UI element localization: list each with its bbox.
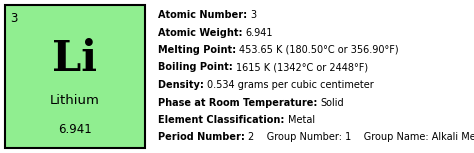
Text: 453.65 K (180.50°C or 356.90°F): 453.65 K (180.50°C or 356.90°F) [239, 45, 399, 55]
Text: 6.941: 6.941 [246, 28, 273, 37]
Text: Density:: Density: [158, 80, 207, 90]
Text: Li: Li [53, 38, 98, 80]
Text: Element Classification:: Element Classification: [158, 115, 288, 125]
Text: Atomic Number:: Atomic Number: [158, 10, 250, 20]
Text: Solid: Solid [321, 97, 345, 108]
Text: 1615 K (1342°C or 2448°F): 1615 K (1342°C or 2448°F) [236, 62, 368, 73]
Text: Period Number:: Period Number: [158, 132, 248, 142]
Text: 3: 3 [250, 10, 256, 20]
Text: Lithium: Lithium [50, 94, 100, 107]
FancyBboxPatch shape [5, 5, 145, 148]
Text: Melting Point:: Melting Point: [158, 45, 239, 55]
Text: 0.534 grams per cubic centimeter: 0.534 grams per cubic centimeter [207, 80, 374, 90]
Text: Atomic Weight:: Atomic Weight: [158, 28, 246, 37]
Text: 3: 3 [10, 12, 18, 25]
Text: 2    Group Number: 1    Group Name: Alkali Metal: 2 Group Number: 1 Group Name: Alkali Met… [248, 132, 474, 142]
Text: Boiling Point:: Boiling Point: [158, 62, 236, 73]
Text: 6.941: 6.941 [58, 123, 92, 136]
Text: Metal: Metal [288, 115, 315, 125]
Text: Phase at Room Temperature:: Phase at Room Temperature: [158, 97, 321, 108]
